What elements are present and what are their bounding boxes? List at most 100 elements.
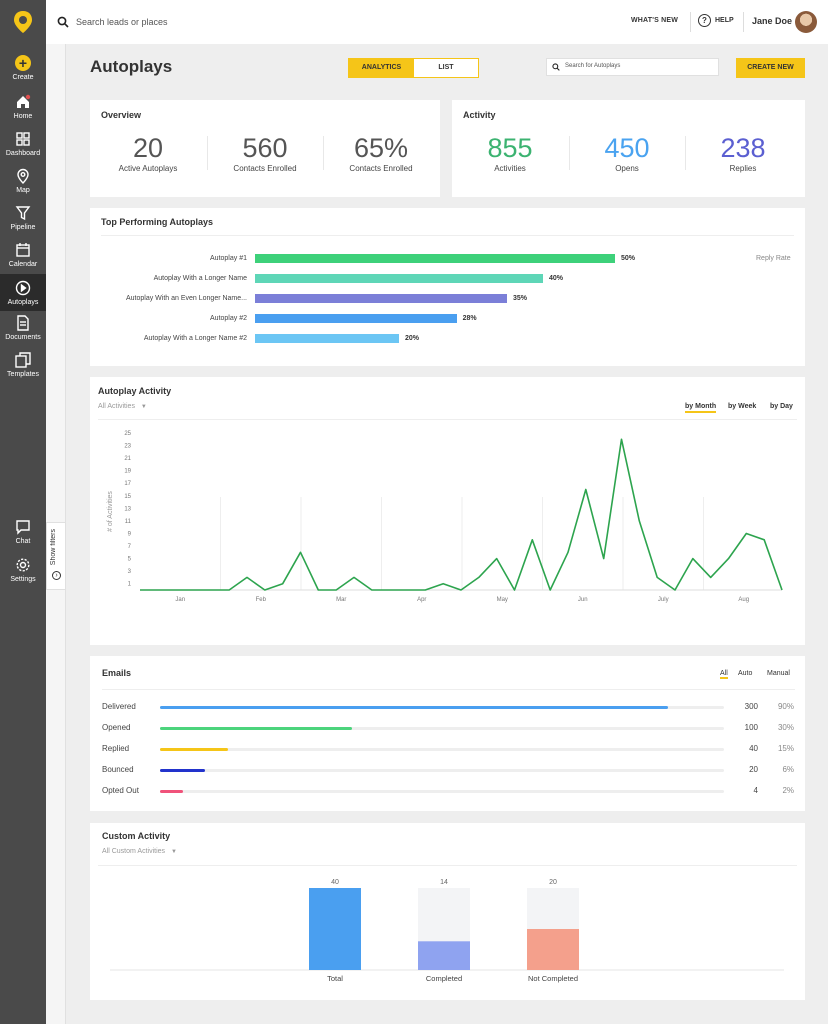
y-tick-label: 3 [128,569,132,575]
bar[interactable] [255,294,507,303]
email-metric-label: Opened [102,723,131,732]
y-tick-label: 11 [125,519,132,525]
reply-rate-label: Reply Rate [756,255,791,262]
show-filters-label: Show filters [50,529,57,566]
activity-filter-dropdown[interactable]: All Activities ▼ [98,403,147,410]
nav-label: Map [16,187,30,194]
global-search-input[interactable]: Search leads or places [76,17,168,27]
stat-value: 238 [720,133,766,163]
bar-category-label: Completed [426,974,462,983]
stat-label: Opens [615,164,639,173]
tab-emails-all[interactable]: All [720,670,728,679]
tab-emails-auto[interactable]: Auto [738,670,753,677]
divider [207,136,208,170]
y-tick-label: 7 [128,544,132,550]
email-metric-label: Opted Out [102,786,139,795]
email-progress-track [160,748,724,751]
nav-item-chat[interactable]: Chat [0,519,46,555]
bar-label: Autoplay #2 [210,315,247,322]
x-tick-label: Feb [256,597,267,603]
tab-analytics[interactable]: ANALYTICS [349,59,414,77]
plus-icon: + [15,55,31,71]
bar[interactable] [255,254,615,263]
create-new-button[interactable]: CREATE NEW [736,58,805,78]
bar[interactable] [255,334,399,343]
custom-activity-bar-chart: 40 Total 14 Completed 20 Not Completed [110,879,784,983]
user-name[interactable]: Jane Doe [752,16,793,26]
y-tick-label: 13 [124,506,131,512]
nav-label: Dashboard [5,150,41,157]
avatar[interactable] [795,11,817,33]
nav-item-templates[interactable]: Templates [0,352,46,388]
divider [690,12,691,32]
autoplay-search-input[interactable]: Search for Autoplays [546,58,719,76]
tab-emails-manual[interactable]: Manual [767,670,790,677]
search-icon [57,16,69,28]
email-progress-fill [160,727,352,730]
autoplay-activity-title: Autoplay Activity [98,386,172,396]
stat-value: 20 [132,133,164,163]
stat-value: 450 [604,133,650,163]
stat-opens: 450 Opens [569,133,685,173]
calendar-icon [16,243,30,257]
create-button[interactable]: + Create [0,55,46,91]
overview-card: Overview 20 Active Autoplays 560 Contact… [90,100,440,197]
nav-item-dashboard[interactable]: Dashboard [0,131,46,167]
stat-label: Replies [729,164,757,173]
whats-new-link[interactable]: WHAT'S NEW [631,17,679,24]
create-label: Create [12,74,34,81]
search-icon [552,63,560,71]
bar[interactable] [309,888,361,970]
activity-title: Activity [463,110,496,120]
email-progress-fill [160,706,668,709]
stat-activities: 855 Activities [452,133,568,173]
x-tick-label: July [658,597,669,603]
tab-list[interactable]: LIST [438,64,454,71]
tab-by-day[interactable]: by Day [770,403,793,410]
stat-active-autoplays: 20 Active Autoplays [90,133,206,173]
bar-label: Autoplay #1 [210,255,247,262]
divider [98,865,797,866]
bar[interactable] [418,941,470,970]
nav-item-calendar[interactable]: Calendar [0,242,46,278]
nav-item-pipeline[interactable]: Pipeline [0,205,46,241]
document-icon [17,315,29,331]
email-metric-count: 40 [749,744,758,753]
divider [685,136,686,170]
emails-title: Emails [102,668,132,678]
bar-value-label: 20% [405,335,420,342]
top-bar: Search leads or places WHAT'S NEW ? HELP… [46,0,828,44]
bar[interactable] [255,314,457,323]
email-metric-percent: 15% [777,744,794,753]
stat-label: Contacts Enrolled [233,164,297,173]
nav-item-documents[interactable]: Documents [0,315,46,351]
tab-by-week[interactable]: by Week [728,403,757,410]
logo-icon[interactable] [14,11,32,33]
activity-filter-value: All Activities [98,403,135,410]
autoplay-activity-card: Autoplay Activity All Activities ▼ by Mo… [90,377,805,645]
email-progress-fill [160,769,206,772]
nav-item-map[interactable]: Map [0,168,46,204]
bar[interactable] [255,274,543,283]
nav-item-home[interactable]: Home [0,94,46,130]
stat-replies: 238 Replies [685,133,801,173]
bar[interactable] [527,929,579,970]
stat-value: 560 [242,133,288,163]
email-metric-count: 100 [744,723,758,732]
page-title: Autoplays [90,57,173,76]
caret-down-icon: ▼ [170,849,177,855]
emails-card: Emails All Auto Manual Delivered 300 90% Op… [90,656,805,811]
nav-item-settings[interactable]: Settings [0,557,46,593]
autoplay-icon [15,280,31,296]
nav-label: Autoplays [7,299,39,306]
divider [323,136,324,170]
help-icon[interactable]: ? [698,14,711,27]
custom-activity-filter-dropdown[interactable]: All Custom Activities ▼ [102,848,177,855]
filter-icon [15,206,31,221]
activity-series-line [140,438,783,591]
nav-item-autoplays[interactable]: Autoplays [0,274,46,311]
caret-down-icon: ▼ [140,404,147,410]
show-filters-toggle[interactable]: Show filters › [46,522,66,590]
tab-by-month[interactable]: by Month [685,403,717,413]
help-link[interactable]: HELP [715,17,734,24]
